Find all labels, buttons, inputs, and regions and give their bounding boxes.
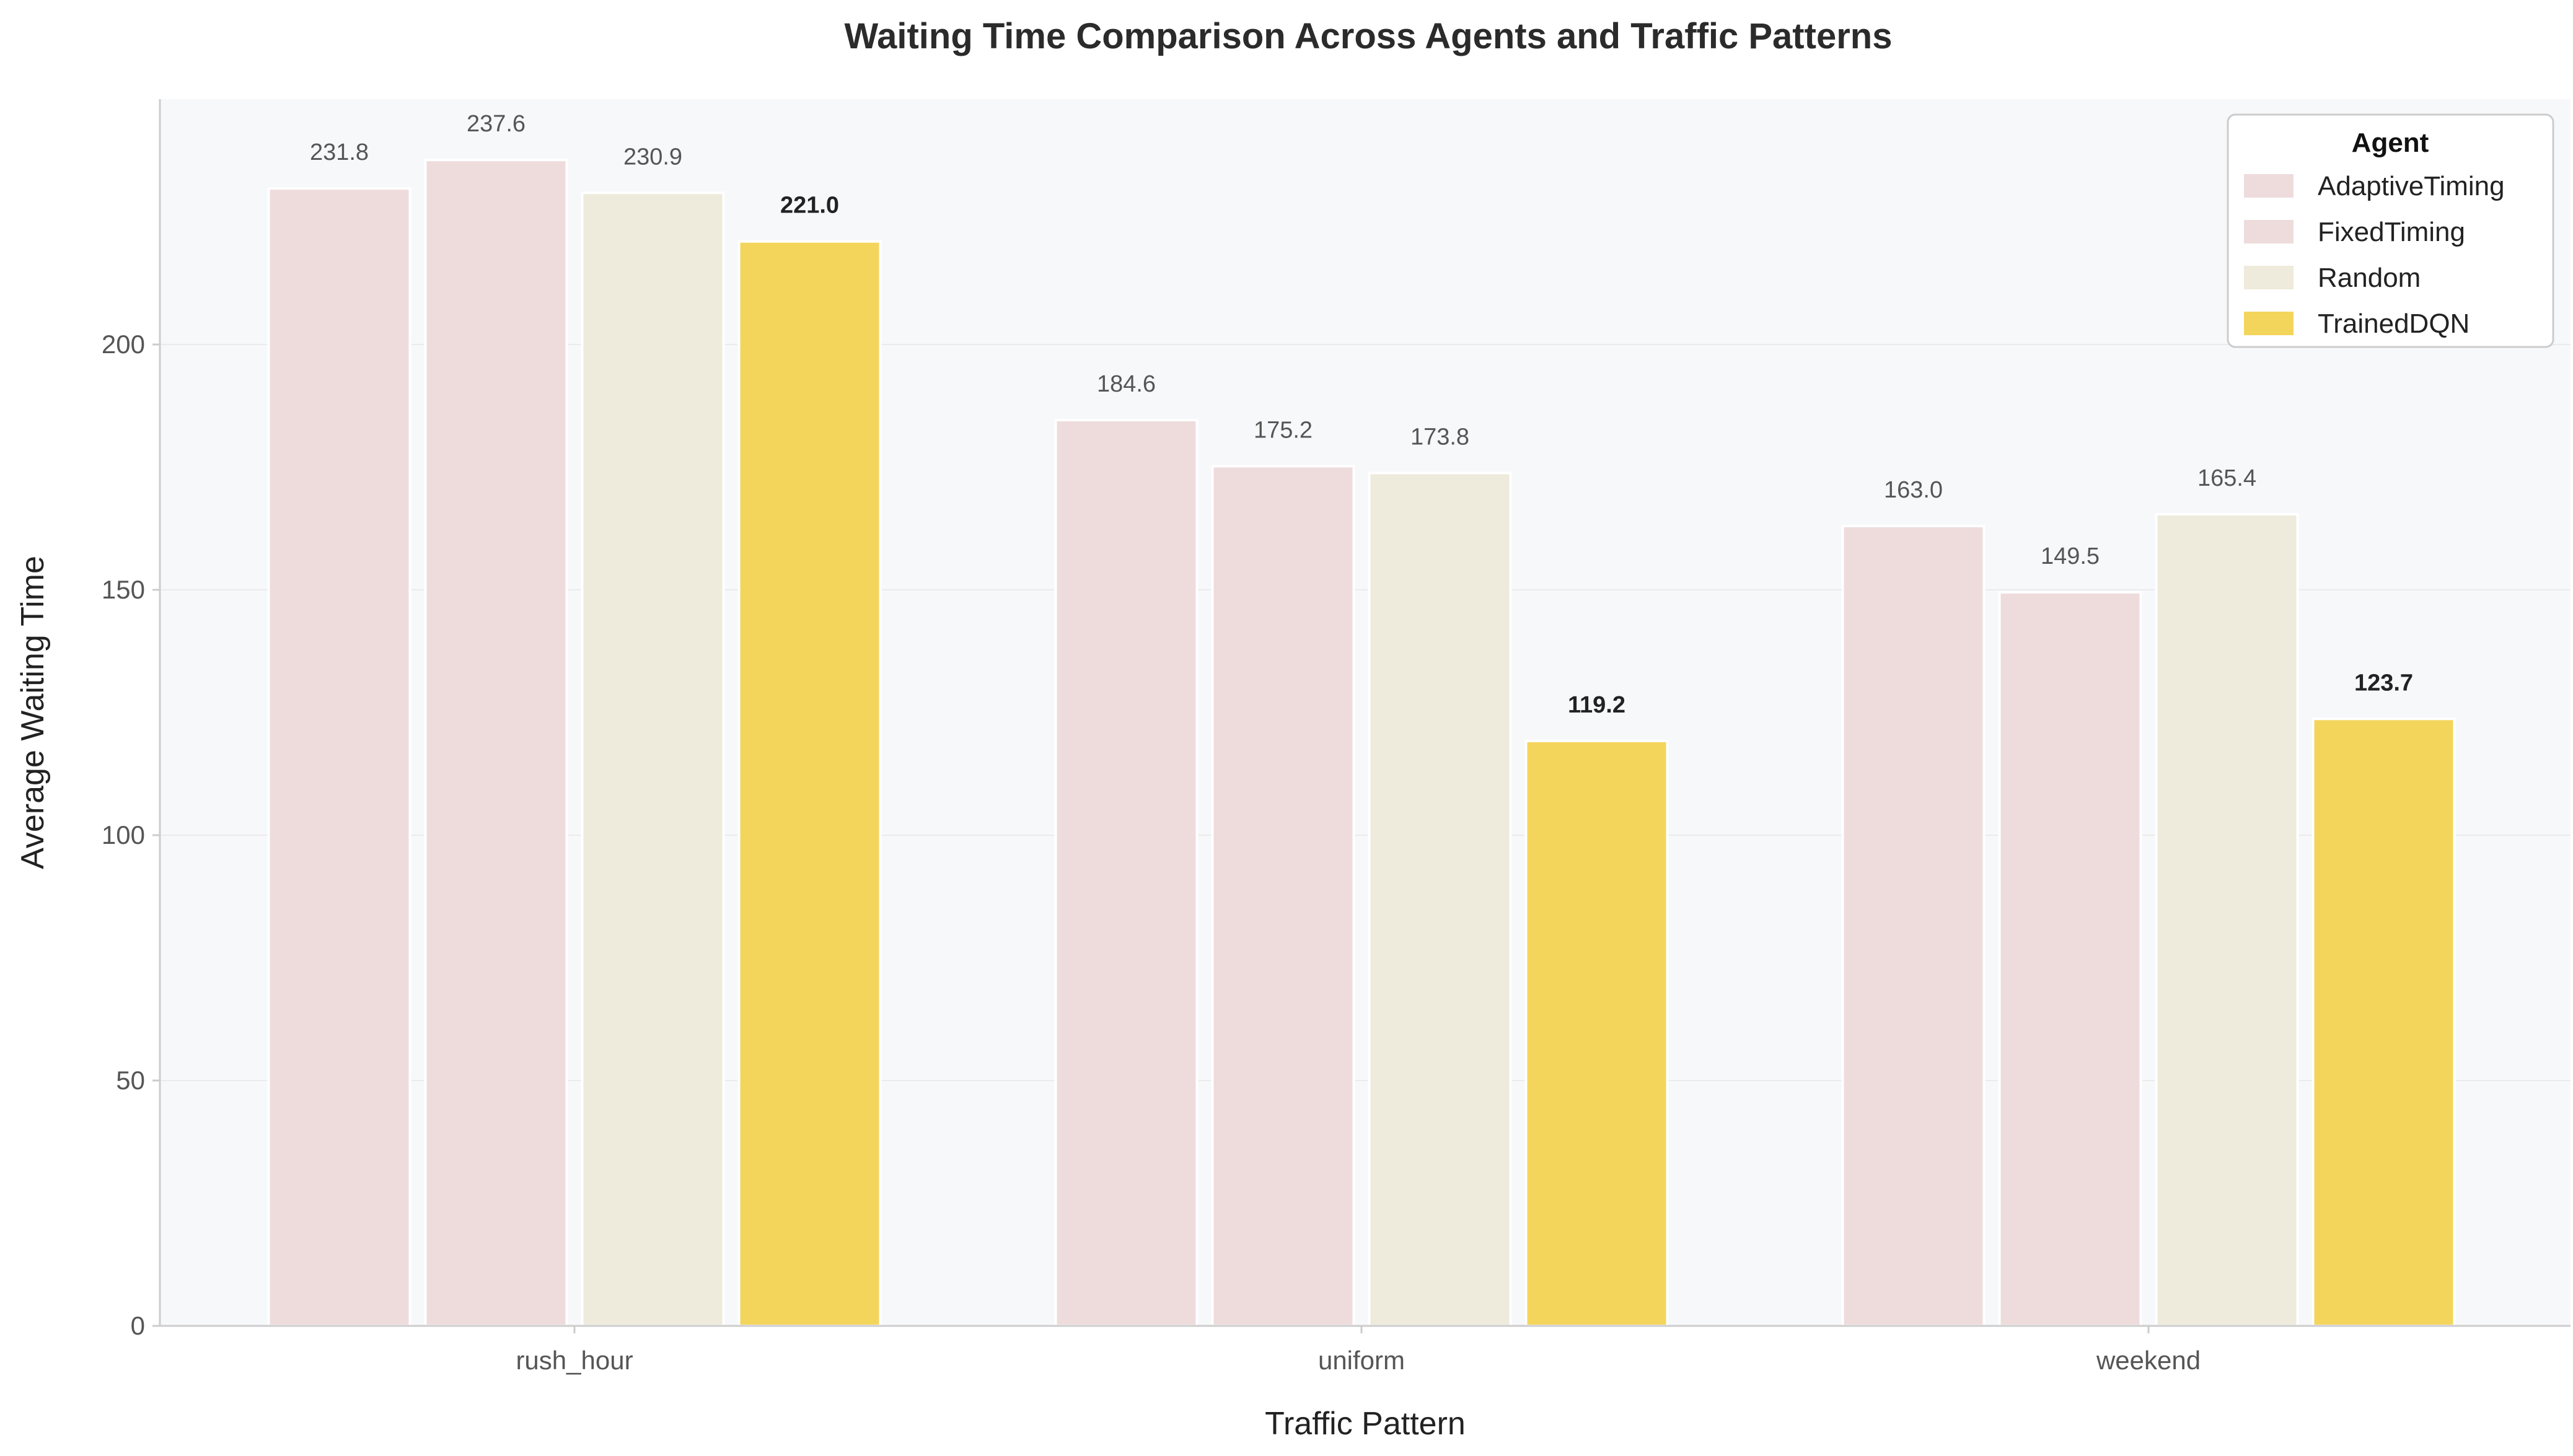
bar-traineddqn-rush-hour: [737, 240, 882, 1327]
y-axis-title: Average Waiting Time: [15, 556, 51, 869]
legend-items: AdaptiveTiming FixedTiming Random TrainedDQ…: [2243, 171, 2505, 339]
y-tick-label: 100: [102, 820, 145, 849]
legend: Agent AdaptiveTiming FixedTiming Random Tra…: [2227, 113, 2554, 348]
data-label: 173.8: [1410, 424, 1469, 450]
bar-random-uniform: [1368, 471, 1512, 1327]
x-tick-label: uniform: [1318, 1346, 1405, 1375]
data-label: 221.0: [780, 193, 839, 219]
legend-swatch: [2243, 265, 2295, 291]
bar-adaptivetiming-rush-hour: [267, 187, 411, 1327]
bar-fixedtiming-weekend: [1998, 590, 2142, 1328]
bar-fixedtiming-rush-hour: [424, 159, 568, 1327]
legend-label: AdaptiveTiming: [2318, 171, 2505, 201]
data-label: 149.5: [2041, 543, 2100, 569]
x-tick-label: rush_hour: [516, 1346, 633, 1375]
bar-traineddqn-uniform: [1524, 739, 1669, 1328]
data-label: 175.2: [1254, 417, 1313, 443]
y-tick-label: 50: [116, 1066, 145, 1095]
x-ticks-layer: rush_hour uniform weekend: [516, 1326, 2201, 1375]
data-label: 165.4: [2197, 465, 2256, 491]
y-tick-label: 0: [131, 1311, 145, 1340]
data-label: 119.2: [1568, 692, 1625, 718]
bar-adaptivetiming-weekend: [1841, 525, 1986, 1327]
y-tick-label: 200: [102, 330, 145, 359]
y-tick-label: 150: [102, 575, 145, 604]
bar-fixedtiming-uniform: [1211, 465, 1355, 1327]
legend-label: TrainedDQN: [2318, 309, 2470, 339]
legend-title: Agent: [2352, 128, 2429, 158]
bar-random-weekend: [2155, 513, 2299, 1327]
data-label: 230.9: [623, 144, 682, 170]
bar-adaptivetiming-uniform: [1054, 418, 1199, 1327]
legend-swatch: [2243, 310, 2295, 336]
data-label: 231.8: [310, 139, 369, 165]
legend-label: Random: [2318, 263, 2421, 293]
bar-random-rush-hour: [581, 191, 725, 1328]
y-ticks-layer: 0 50 100 150 200: [102, 330, 160, 1340]
legend-swatch: [2243, 219, 2295, 245]
data-label: 237.6: [467, 111, 526, 137]
bars-layer: [267, 159, 2456, 1328]
legend-swatch: [2243, 173, 2295, 199]
data-label: 184.6: [1097, 371, 1156, 397]
bar-traineddqn-weekend: [2311, 717, 2456, 1327]
legend-frame: [2227, 113, 2554, 348]
data-label: 123.7: [2354, 670, 2413, 696]
data-label: 163.0: [1884, 477, 1943, 503]
chart-title: Waiting Time Comparison Across Agents an…: [845, 16, 1893, 56]
x-tick-label: weekend: [2096, 1346, 2201, 1375]
legend-label: FixedTiming: [2318, 217, 2465, 247]
data-labels-layer: 231.8 237.6 230.9 221.0 184.6 175.2 173.8 119.2…: [310, 111, 2413, 718]
x-axis-title: Traffic Pattern: [1265, 1406, 1466, 1442]
